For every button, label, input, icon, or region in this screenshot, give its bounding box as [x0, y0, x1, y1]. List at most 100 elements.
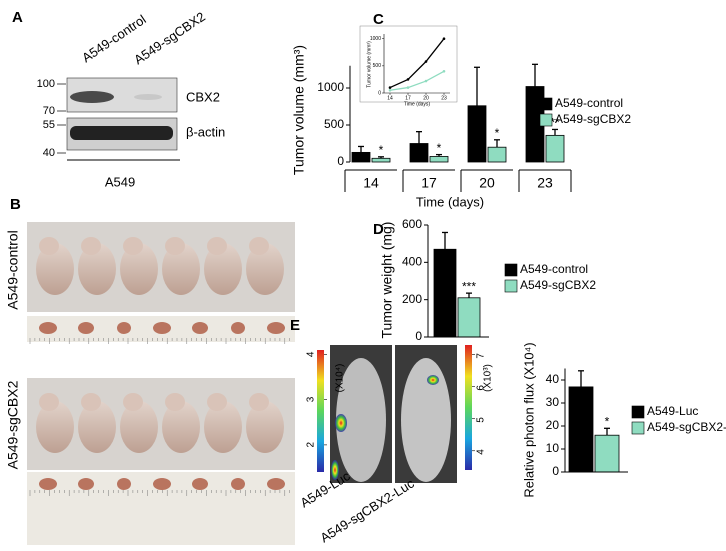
colorbar-label: 2	[306, 441, 317, 447]
colorbar-label: 6	[476, 385, 487, 391]
panel-label: B	[10, 196, 21, 213]
tumor	[39, 478, 57, 490]
mouse	[246, 243, 284, 295]
mouse	[78, 401, 116, 453]
tumor	[267, 322, 285, 334]
mouse	[204, 401, 242, 453]
category-bracket	[402, 169, 455, 192]
mouse	[120, 401, 158, 453]
marker-label: 55	[43, 119, 55, 131]
x-tick-label: 23	[537, 175, 553, 191]
legend-label: A549-Luc	[647, 404, 698, 418]
bioluminescence	[317, 345, 472, 483]
tumor	[267, 478, 285, 490]
band-label: CBX2	[186, 89, 220, 104]
colorbar-label: 5	[476, 417, 487, 423]
bar	[371, 157, 391, 163]
x-axis-title: Time (days)	[404, 101, 431, 107]
legend-swatch	[631, 421, 645, 435]
significance: *	[437, 141, 442, 155]
x-tick-label: 20	[423, 95, 429, 101]
category-bracket	[518, 169, 571, 192]
point	[424, 60, 428, 63]
line	[389, 70, 445, 91]
significance: *	[379, 143, 384, 157]
legend-swatch	[504, 279, 518, 293]
marker-label: 70	[43, 105, 55, 117]
y-tick-label: 20	[546, 418, 560, 432]
y-tick-label: 0	[552, 464, 559, 478]
bar	[429, 156, 449, 163]
mouse	[336, 358, 386, 482]
band-label: β-actin	[186, 124, 225, 139]
marker-label: 100	[37, 78, 55, 90]
mouse-head	[81, 393, 101, 411]
y-tick-label: 0	[378, 90, 381, 96]
marker-label: 40	[43, 147, 55, 159]
bar	[568, 386, 594, 473]
y-tick-label: 0	[415, 329, 422, 343]
mouse-head	[249, 237, 269, 255]
tumor	[78, 478, 94, 490]
y-tick-label: 500	[373, 63, 382, 69]
tumor	[153, 478, 171, 490]
colorbar-label: 3	[306, 396, 317, 402]
legend-label: A549-sgCBX2-Luc	[647, 420, 726, 434]
tumor	[231, 478, 245, 490]
x-tick-label: 17	[421, 175, 437, 191]
tumor	[39, 322, 57, 334]
y-axis-title: Tumor weight (mg)	[379, 222, 395, 339]
y-tick-label: 40	[546, 372, 560, 386]
y-axis-title: Relative photon flux (X10⁴)	[521, 342, 536, 497]
tumor	[78, 322, 94, 334]
legend-label: A549-sgCBX2	[520, 278, 596, 292]
point	[442, 69, 446, 73]
mouse	[246, 401, 284, 453]
bar	[433, 248, 457, 338]
cell-line: A549	[105, 174, 135, 189]
y-axis-title: Tumor volume (mm³)	[366, 41, 372, 88]
y-tick-label: 200	[402, 292, 422, 306]
mouse	[120, 243, 158, 295]
signal	[427, 375, 439, 385]
y-tick-label: 500	[324, 117, 344, 131]
colorbar	[317, 350, 324, 472]
y-tick-label: 30	[546, 395, 560, 409]
legend-swatch	[539, 113, 553, 127]
y-tick-label: 0	[337, 154, 344, 168]
significance: **	[550, 116, 560, 130]
legend-swatch	[539, 97, 553, 111]
tumor	[192, 322, 208, 334]
colorbar-label: 7	[476, 353, 487, 359]
mouse-head	[123, 393, 143, 411]
x-tick-label: 17	[405, 95, 411, 101]
category-bracket	[460, 169, 513, 192]
colorbar-unit: (X10³)	[483, 364, 494, 392]
bar	[467, 105, 487, 163]
blot-band	[134, 94, 162, 100]
signal	[335, 414, 347, 432]
mouse	[204, 243, 242, 295]
x-tick-label: 14	[363, 175, 379, 191]
bar	[594, 434, 620, 473]
mouse-head	[39, 237, 59, 255]
point	[406, 78, 410, 81]
mouse-head	[165, 393, 185, 411]
panel-label: D	[373, 221, 384, 238]
significance: *	[495, 126, 500, 140]
mouse	[78, 243, 116, 295]
y-tick-label: 1000	[317, 80, 344, 94]
mouse	[162, 401, 200, 453]
legend-swatch	[631, 405, 645, 419]
tumor	[192, 478, 208, 490]
legend-swatch	[504, 263, 518, 277]
x-axis-title: Time (days)	[416, 194, 484, 209]
western-blot	[66, 77, 180, 161]
point	[388, 86, 392, 89]
blot-band	[70, 126, 173, 140]
legend-label: A549-control	[520, 262, 588, 276]
y-tick-label: 10	[546, 441, 560, 455]
point	[406, 86, 410, 89]
panel-label: E	[290, 317, 300, 334]
